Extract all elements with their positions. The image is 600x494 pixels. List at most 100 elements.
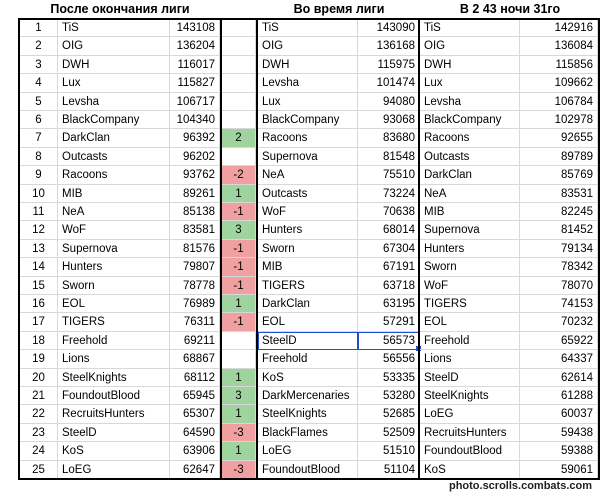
row-number[interactable]: 12 [20,221,58,240]
after-clan-name[interactable]: DWH [58,55,170,75]
position-change[interactable] [222,111,256,130]
after-clan-name[interactable]: NeA [58,203,170,222]
during-clan-name[interactable]: Supernova [258,147,358,167]
after-clan-score[interactable]: 89261 [170,184,220,203]
after-clan-score[interactable]: 81576 [170,239,220,259]
position-change[interactable]: -1 [222,258,256,277]
position-change[interactable]: 1 [222,442,256,461]
position-change[interactable]: 1 [222,368,256,387]
after-clan-score[interactable]: 64590 [170,423,220,443]
after-clan-name[interactable]: MIB [58,184,170,203]
after-clan-score[interactable]: 79807 [170,258,220,277]
after-clan-score[interactable]: 65307 [170,405,220,424]
after-clan-name[interactable]: Lions [58,350,170,369]
after-clan-name[interactable]: Hunters [58,258,170,277]
position-change[interactable]: 1 [222,184,256,203]
during-clan-name[interactable]: Lux [258,92,358,111]
during-clan-name[interactable]: Outcasts [258,184,358,203]
during-clan-score[interactable]: 67191 [358,258,420,277]
row-number[interactable]: 4 [20,74,58,93]
row-number[interactable]: 13 [20,239,58,259]
after-clan-name[interactable]: Outcasts [58,147,170,167]
at-time-clan-name[interactable]: FoundoutBlood [420,442,520,461]
during-clan-name[interactable]: Racoons [258,129,358,148]
after-clan-score[interactable]: 93762 [170,166,220,185]
at-time-clan-name[interactable]: OIG [420,37,520,56]
position-change[interactable]: 1 [222,405,256,424]
position-change[interactable]: 3 [222,387,256,406]
after-clan-score[interactable]: 106717 [170,92,220,111]
at-time-clan-name[interactable]: Lions [420,350,520,369]
row-number[interactable]: 14 [20,258,58,277]
during-clan-score[interactable]: 94080 [358,92,420,111]
during-clan-name[interactable]: BlackCompany [258,111,358,130]
position-change[interactable] [222,147,256,167]
during-clan-score[interactable]: 73224 [358,184,420,203]
at-time-clan-name[interactable]: Freehold [420,331,520,351]
at-time-clan-score[interactable]: 136084 [520,37,598,56]
at-time-clan-name[interactable]: TIGERS [420,295,520,314]
after-clan-name[interactable]: TiS [58,19,170,38]
row-number[interactable]: 5 [20,92,58,111]
during-clan-name[interactable]: LoEG [258,442,358,461]
row-number[interactable]: 18 [20,331,58,351]
during-clan-name[interactable]: DarkMercenaries [258,387,358,406]
during-clan-name[interactable]: Levsha [258,74,358,93]
after-clan-score[interactable]: 115827 [170,74,220,93]
at-time-clan-score[interactable]: 89789 [520,147,598,167]
during-clan-score[interactable]: 57291 [358,313,420,332]
during-clan-name[interactable]: TiS [258,19,358,38]
at-time-clan-name[interactable]: SteelKnights [420,387,520,406]
during-clan-name[interactable]: EOL [258,313,358,332]
after-clan-name[interactable]: Lux [58,74,170,93]
during-clan-score[interactable]: 63195 [358,295,420,314]
row-number[interactable]: 3 [20,55,58,75]
row-number[interactable]: 10 [20,184,58,203]
after-clan-name[interactable]: LoEG [58,460,170,479]
at-time-clan-score[interactable]: 79134 [520,239,598,259]
at-time-clan-score[interactable]: 83531 [520,184,598,203]
after-clan-name[interactable]: OIG [58,37,170,56]
at-time-clan-name[interactable]: SteelD [420,368,520,387]
at-time-clan-name[interactable]: BlackCompany [420,111,520,130]
after-clan-score[interactable]: 78778 [170,276,220,295]
after-clan-score[interactable]: 62647 [170,460,220,479]
during-clan-score[interactable]: 70638 [358,203,420,222]
during-clan-score[interactable]: 52685 [358,405,420,424]
during-clan-score[interactable]: 83680 [358,129,420,148]
row-number[interactable]: 23 [20,423,58,443]
after-clan-name[interactable]: Levsha [58,92,170,111]
position-change[interactable]: -3 [222,423,256,443]
after-clan-score[interactable]: 68112 [170,368,220,387]
after-clan-name[interactable]: TIGERS [58,313,170,332]
at-time-clan-name[interactable]: Outcasts [420,147,520,167]
during-clan-name[interactable]: FoundoutBlood [258,460,358,479]
row-number[interactable]: 25 [20,460,58,479]
after-clan-score[interactable]: 76311 [170,313,220,332]
at-time-clan-score[interactable]: 106784 [520,92,598,111]
during-clan-name[interactable]: DWH [258,55,358,75]
at-time-clan-score[interactable]: 92655 [520,129,598,148]
at-time-clan-name[interactable]: MIB [420,203,520,222]
during-clan-score[interactable]: 51104 [358,460,420,479]
after-clan-name[interactable]: Sworn [58,276,170,295]
after-clan-name[interactable]: Racoons [58,166,170,185]
at-time-clan-name[interactable]: TiS [420,19,520,38]
at-time-clan-name[interactable]: DarkClan [420,166,520,185]
at-time-clan-score[interactable]: 142916 [520,19,598,38]
row-number[interactable]: 22 [20,405,58,424]
during-clan-score[interactable]: 81548 [358,147,420,167]
position-change[interactable]: -3 [222,460,256,479]
after-clan-name[interactable]: RecruitsHunters [58,405,170,424]
position-change[interactable]: -1 [222,203,256,222]
after-clan-name[interactable]: KoS [58,442,170,461]
at-time-clan-score[interactable]: 82245 [520,203,598,222]
during-clan-score[interactable]: 143090 [358,19,420,38]
after-clan-score[interactable]: 65945 [170,387,220,406]
after-clan-name[interactable]: WoF [58,221,170,240]
after-clan-score[interactable]: 76989 [170,295,220,314]
at-time-clan-name[interactable]: Racoons [420,129,520,148]
at-time-clan-name[interactable]: Supernova [420,221,520,240]
position-change[interactable] [222,19,256,38]
at-time-clan-score[interactable]: 115856 [520,55,598,75]
